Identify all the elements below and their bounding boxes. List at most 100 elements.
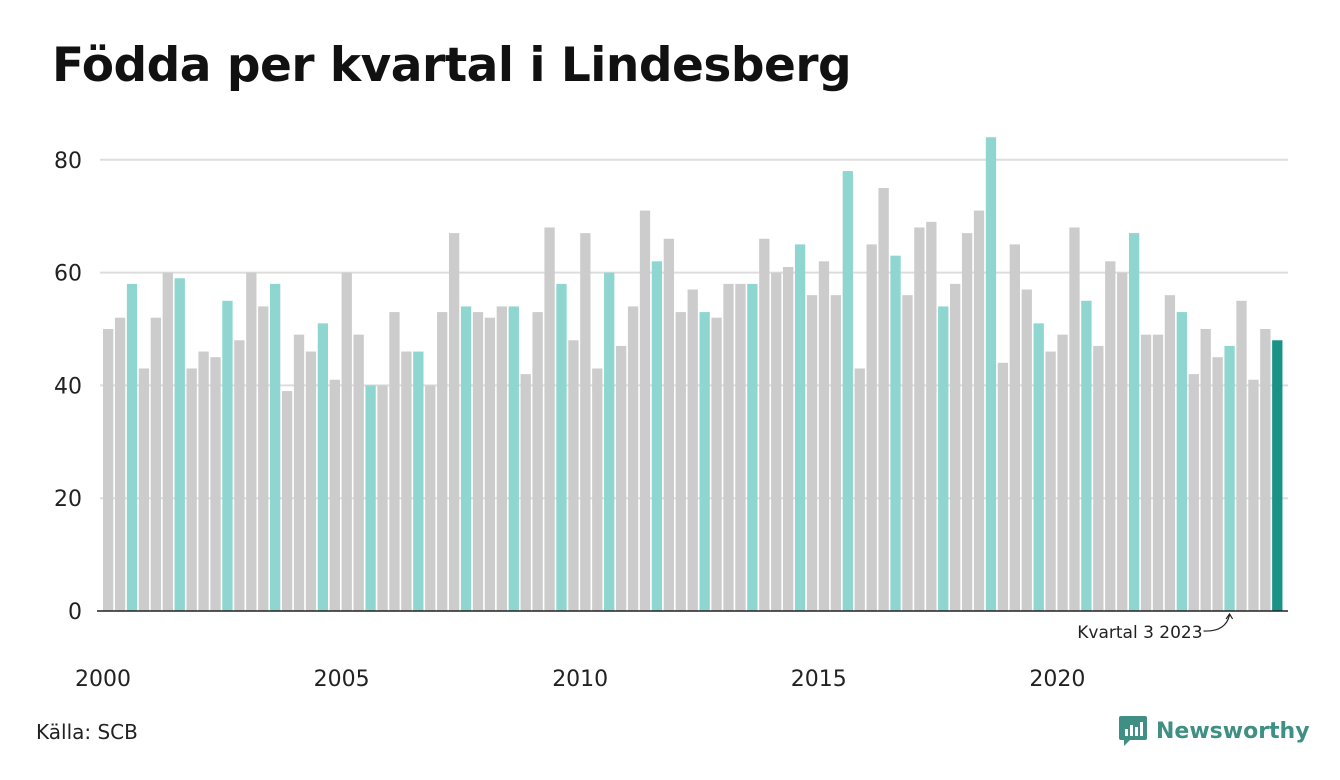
y-tick-label: 0: [68, 600, 82, 625]
bar: [723, 283, 734, 611]
bar: [413, 351, 424, 611]
bar: [341, 272, 352, 611]
bar: [961, 233, 973, 611]
bar: [1093, 345, 1104, 611]
bar: [150, 317, 162, 611]
bar: [1260, 329, 1271, 611]
bar: [1224, 345, 1235, 611]
chart-title: Födda per kvartal i Lindesberg: [52, 38, 852, 93]
x-tick-label: 2005: [314, 667, 370, 692]
bar: [508, 306, 519, 611]
bar: [735, 283, 746, 611]
bar: [1272, 340, 1283, 611]
bar: [258, 306, 269, 611]
bar: [1033, 323, 1044, 611]
bar: [854, 368, 865, 611]
bar: [950, 283, 961, 611]
bar: [1069, 227, 1080, 612]
bar: [794, 244, 806, 611]
bar: [1176, 312, 1187, 611]
bar: [520, 374, 531, 611]
bar: [210, 357, 221, 611]
bar: [556, 283, 567, 611]
bar: [317, 323, 329, 611]
bar: [425, 385, 436, 611]
bar-chart: 0 20 40 60 80 2000 2005 2010 2015 2020 Kvartal 3 2…: [54, 137, 1288, 692]
bar: [687, 289, 698, 611]
bar: [1117, 272, 1128, 611]
bar: [604, 272, 615, 611]
bar: [460, 306, 472, 611]
bar: [1128, 233, 1140, 611]
bar: [783, 266, 794, 611]
bar: [639, 210, 651, 611]
y-tick-label: 40: [54, 374, 82, 399]
bar: [806, 295, 818, 611]
bar: [568, 340, 579, 611]
bar: [329, 379, 340, 611]
bar: [902, 295, 913, 611]
bar: [1248, 379, 1259, 611]
bar: [293, 334, 305, 611]
bar: [1057, 334, 1068, 611]
bar: [1152, 334, 1164, 611]
newsworthy-logo-text: Newsworthy: [1156, 718, 1310, 744]
bar: [281, 391, 293, 611]
bar: [663, 238, 675, 611]
bar: [389, 312, 400, 611]
bar: [174, 278, 185, 611]
annotation-arrow: [1203, 614, 1231, 632]
bar: [532, 312, 543, 611]
x-tick-label: 2010: [552, 667, 608, 692]
bar: [592, 368, 603, 611]
newsworthy-logo-icon: [1119, 716, 1147, 746]
bar: [771, 272, 782, 611]
bar: [448, 233, 460, 611]
bar: [926, 221, 937, 611]
bar: [305, 351, 317, 611]
bar: [759, 238, 770, 611]
bar: [747, 283, 758, 611]
bar: [270, 283, 281, 611]
bar: [114, 317, 126, 611]
bar: [997, 362, 1009, 611]
bar: [615, 345, 627, 611]
bar: [1045, 351, 1056, 611]
bar: [401, 351, 412, 611]
bar: [818, 261, 830, 611]
bar: [222, 300, 233, 611]
y-tick-label: 80: [54, 149, 82, 174]
bar: [1081, 300, 1092, 611]
bar: [162, 272, 173, 611]
source-label: Källa: SCB: [36, 720, 138, 744]
bar: [1105, 261, 1116, 611]
bar: [1164, 295, 1176, 611]
bar: [472, 312, 484, 611]
bar: [985, 137, 997, 612]
bar: [878, 188, 889, 611]
bar: [496, 306, 507, 611]
x-tick-label: 2000: [75, 667, 131, 692]
bar: [627, 306, 639, 611]
bar: [938, 306, 949, 611]
bar: [651, 261, 663, 611]
bar: [675, 312, 686, 611]
bar: [353, 334, 364, 611]
bar: [1140, 334, 1152, 611]
bar: [842, 171, 853, 611]
bar: [138, 368, 150, 611]
bar: [1200, 329, 1211, 611]
bar: [866, 244, 877, 611]
bar: [544, 227, 555, 612]
bar: [377, 385, 388, 611]
y-tick-label: 20: [54, 487, 82, 512]
bar: [1188, 374, 1199, 611]
newsworthy-logo: Newsworthy: [1118, 714, 1310, 748]
bar: [234, 340, 245, 611]
bar: [699, 312, 710, 611]
bar: [246, 272, 257, 611]
bar: [973, 210, 985, 611]
bar: [365, 385, 376, 611]
bar: [1212, 357, 1223, 611]
bar: [830, 295, 842, 611]
